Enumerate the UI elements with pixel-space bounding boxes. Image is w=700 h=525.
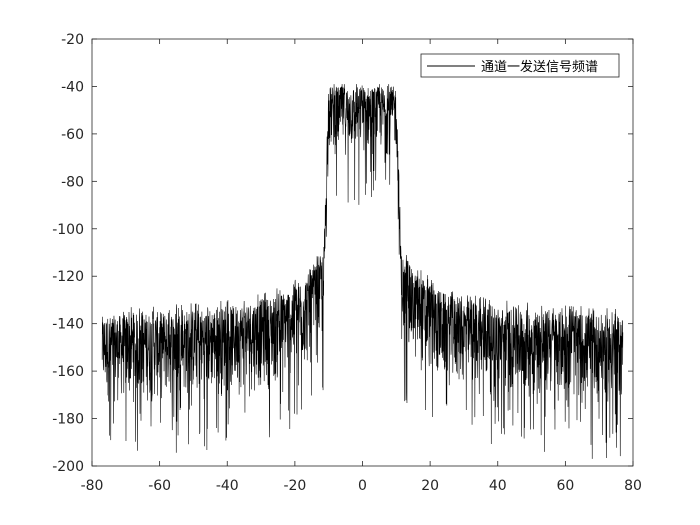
plot-area xyxy=(101,84,624,459)
y-tick-label: -180 xyxy=(52,412,84,428)
y-tick-label: -60 xyxy=(61,127,84,143)
y-tick-label: -80 xyxy=(61,174,84,190)
y-tick-label: -120 xyxy=(52,269,84,285)
legend-box xyxy=(420,53,620,78)
y-axis: -20 -40 -60 -80 -100 -120 -140 -160 -180 -200 xyxy=(52,32,633,475)
x-tick-label: 20 xyxy=(421,478,439,494)
legend: 通道一发送信号频谱 xyxy=(420,53,620,78)
y-tick-label: -20 xyxy=(61,32,84,48)
x-tick-label: -40 xyxy=(216,478,239,494)
legend-label: 通道一发送信号频谱 xyxy=(481,59,598,75)
x-tick-label: 0 xyxy=(358,478,367,494)
y-tick-label: -160 xyxy=(52,364,84,380)
x-axis: -80 -60 -40 -20 0 20 40 60 80 xyxy=(81,39,642,494)
x-tick-label: -80 xyxy=(81,478,104,494)
y-tick-label: -100 xyxy=(52,222,84,238)
x-tick-label: 60 xyxy=(556,478,574,494)
x-tick-label: -20 xyxy=(283,478,306,494)
y-tick-label: -140 xyxy=(52,317,84,333)
x-tick-label: 80 xyxy=(624,478,642,494)
x-tick-label: -60 xyxy=(148,478,171,494)
y-tick-label: -200 xyxy=(52,459,84,475)
y-tick-label: -40 xyxy=(61,79,84,95)
x-tick-label: 40 xyxy=(489,478,507,494)
series-line-channel1 xyxy=(101,84,624,459)
